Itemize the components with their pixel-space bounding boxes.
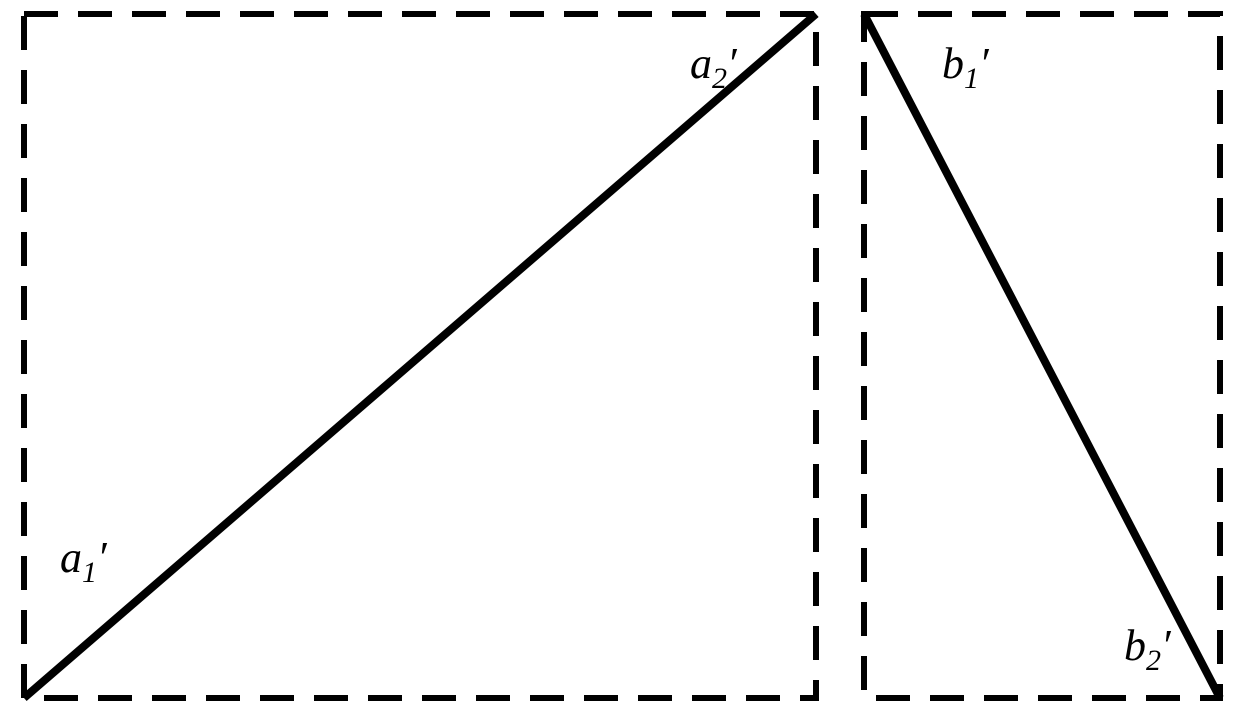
left-diagonal-line xyxy=(24,14,816,698)
label-a1-subscript: 1 xyxy=(82,556,97,589)
label-b2-prime: b2′ xyxy=(1124,621,1172,677)
label-a2-prime-mark: ′ xyxy=(727,39,738,88)
label-a1-prime: a1′ xyxy=(60,533,108,589)
label-b1-subscript: 1 xyxy=(964,62,979,95)
label-a2-prime: a2′ xyxy=(690,39,738,95)
label-b2-prime-mark: ′ xyxy=(1161,621,1172,670)
label-b1-prime-mark: ′ xyxy=(979,39,990,88)
label-a1-letter: a xyxy=(60,533,82,582)
label-b2-subscript: 2 xyxy=(1146,644,1161,677)
diagram-canvas: a1′ a2′ b1′ b2′ xyxy=(0,0,1239,714)
right-diagonal-line xyxy=(864,14,1220,698)
label-a1-prime-mark: ′ xyxy=(97,533,108,582)
label-b1-prime: b1′ xyxy=(942,39,990,95)
label-a2-letter: a xyxy=(690,39,712,88)
label-b2-letter: b xyxy=(1124,621,1146,670)
label-a2-subscript: 2 xyxy=(712,62,727,95)
label-b1-letter: b xyxy=(942,39,964,88)
